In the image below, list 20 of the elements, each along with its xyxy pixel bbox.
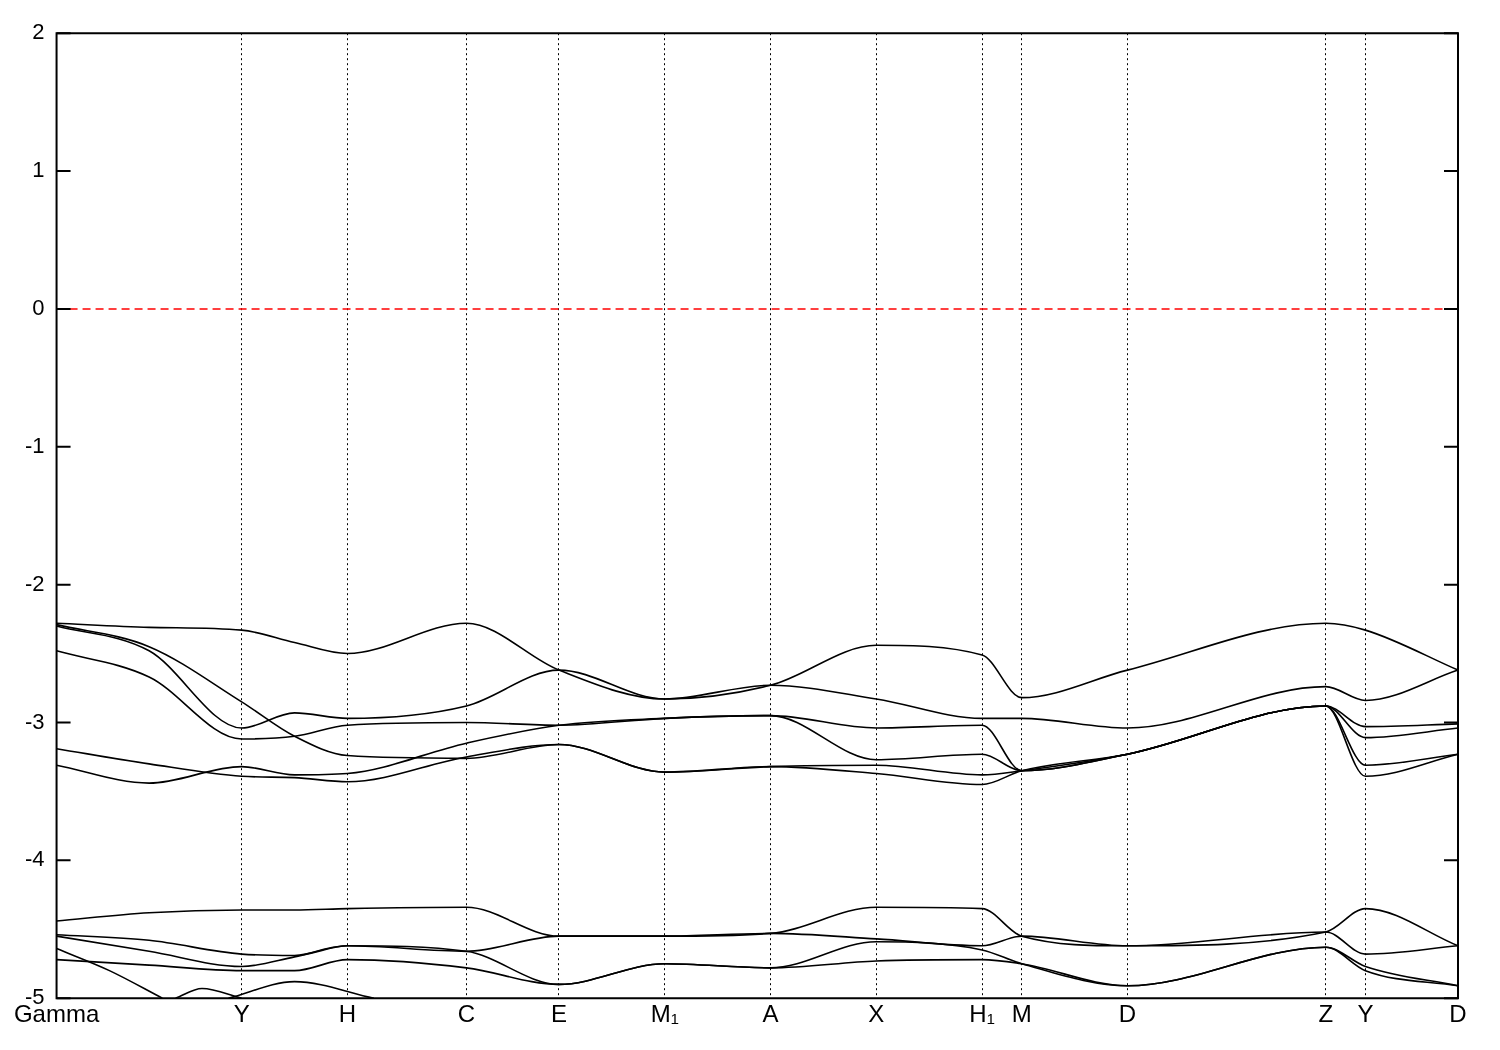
x-tick-label: H₁ bbox=[969, 1000, 995, 1028]
x-tick-label: M bbox=[1011, 1000, 1032, 1028]
x-tick-label: C bbox=[457, 1000, 476, 1028]
x-tick-label: E bbox=[550, 1000, 567, 1028]
x-tick-label: X bbox=[868, 1000, 885, 1028]
y-tick-label: -3 bbox=[25, 708, 45, 734]
x-tick-label: H bbox=[338, 1000, 357, 1028]
x-tick-label: M₁ bbox=[650, 1000, 679, 1028]
x-tick-label: Z bbox=[1318, 1000, 1334, 1028]
x-tick-label: Y bbox=[1357, 1000, 1374, 1028]
y-tick-label: -1 bbox=[25, 432, 45, 458]
y-tick-label: -2 bbox=[25, 570, 45, 596]
y-tick-label: 0 bbox=[32, 294, 45, 320]
x-tick-label: A bbox=[762, 1000, 779, 1028]
x-tick-label: Y bbox=[233, 1000, 250, 1028]
y-tick-label: 1 bbox=[32, 157, 45, 183]
y-tick-label: -4 bbox=[25, 846, 45, 872]
x-tick-label: D bbox=[1118, 1000, 1137, 1028]
x-tick-label: D bbox=[1449, 1000, 1467, 1028]
y-tick-label: 2 bbox=[32, 19, 45, 45]
